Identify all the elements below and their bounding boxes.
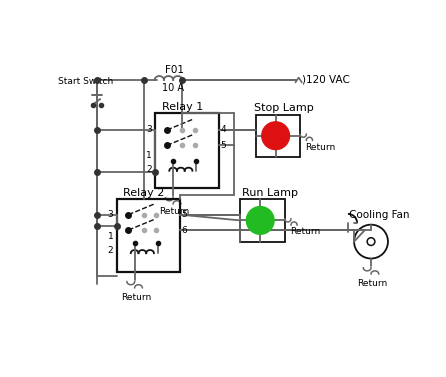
Text: Return: Return [306,143,336,152]
Text: Run Lamp: Run Lamp [242,188,297,198]
Bar [256,115,300,157]
Text: F01: F01 [165,65,184,75]
Text: Return: Return [357,279,388,288]
Text: Return: Return [159,207,190,216]
Bar [117,199,180,273]
Text: Relay 1: Relay 1 [161,102,203,112]
Bar [155,113,219,188]
Text: Return: Return [290,227,320,236]
Text: 6: 6 [182,225,187,234]
Text: 5: 5 [220,141,226,150]
Text: 5: 5 [182,210,187,219]
Text: Stop Lamp: Stop Lamp [254,103,314,113]
Text: 3: 3 [146,126,152,135]
Text: Start Switch: Start Switch [58,77,114,86]
Bar [240,199,285,242]
Text: 3: 3 [107,210,113,219]
Text: Cooling Fan: Cooling Fan [350,210,410,221]
Text: Return: Return [121,293,151,302]
Circle shape [262,122,289,150]
Text: 1: 1 [107,232,113,241]
Text: 2: 2 [107,245,113,254]
Text: 1: 1 [146,151,152,160]
Text: Relay 2: Relay 2 [123,188,165,198]
Circle shape [246,207,274,234]
Text: 10 A: 10 A [162,83,184,93]
Text: 4: 4 [220,126,226,135]
Text: )120 VAC: )120 VAC [302,75,350,85]
Text: 2: 2 [146,165,152,174]
